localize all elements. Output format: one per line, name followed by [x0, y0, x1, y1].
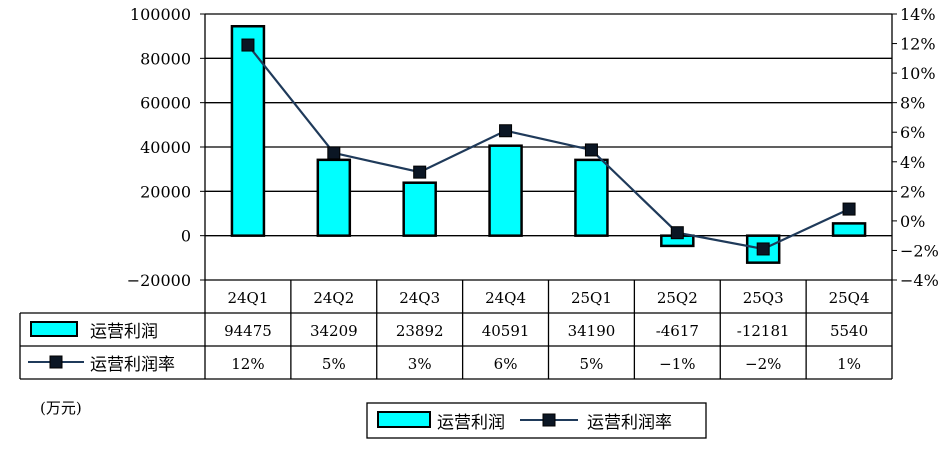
line-value-cell: −2% — [745, 355, 781, 373]
bar-value-cell: 34209 — [310, 322, 358, 340]
left-tick-label: 80000 — [140, 49, 191, 68]
category-label: 25Q4 — [829, 289, 870, 307]
line-value-cell: 5% — [322, 355, 346, 373]
line-marker — [327, 146, 341, 160]
bar-value-cell: -12181 — [737, 322, 790, 340]
data-table: 24Q1 94475 12% 24Q2 34209 5% 24Q3 23892 3% 24Q4 40… — [19, 279, 893, 380]
right-tick-label: 8% — [900, 94, 925, 113]
bar — [230, 24, 266, 237]
left-tick-label: 60000 — [140, 94, 191, 113]
bar-value-cell: 94475 — [224, 322, 272, 340]
right-tick-label: 4% — [900, 153, 925, 172]
legend-line-marker — [542, 413, 556, 427]
line-series — [241, 38, 856, 256]
line-marker — [584, 143, 598, 157]
line-value-cell: −1% — [659, 355, 695, 373]
left-tick-label: 20000 — [140, 182, 191, 201]
left-tick-label: 0 — [181, 227, 191, 246]
right-tick-label: 14% — [900, 5, 936, 24]
category-label: 25Q1 — [571, 289, 612, 307]
category-label: 24Q3 — [399, 289, 440, 307]
line-marker — [241, 38, 255, 52]
right-tick-label: 0% — [900, 212, 925, 231]
legend-bar-swatch — [377, 411, 431, 428]
left-tick-label: 100000 — [130, 5, 191, 24]
left-tick-label: 40000 — [140, 138, 191, 157]
line-value-cell: 12% — [231, 355, 264, 373]
legend-bar-label: 运营利润 — [437, 413, 505, 433]
gridlines — [205, 13, 892, 237]
line-value-cell: 6% — [494, 355, 518, 373]
legend: 运营利润 运营利润率 — [366, 402, 707, 439]
line-path — [247, 44, 850, 251]
line-marker — [842, 202, 856, 216]
unit-label: (万元) — [40, 399, 82, 417]
category-label: 24Q4 — [485, 289, 526, 307]
right-tick-label: −4% — [900, 271, 939, 290]
line-value-cell: 1% — [837, 355, 861, 373]
bar-value-cell: 5540 — [830, 322, 868, 340]
right-tick-label: 12% — [900, 35, 936, 54]
bar — [402, 181, 437, 237]
line-value-cell: 3% — [408, 355, 432, 373]
right-tick-label: 6% — [900, 123, 925, 142]
right-tick-label: 10% — [900, 64, 936, 83]
right-tick-label: 2% — [900, 182, 925, 201]
left-tick-label: −20000 — [127, 271, 191, 290]
bar-key-swatch — [30, 321, 78, 337]
category-label: 25Q2 — [657, 289, 698, 307]
bar — [488, 144, 523, 237]
right-tick-label: −2% — [900, 241, 939, 260]
category-label: 24Q1 — [227, 289, 268, 307]
bar-value-cell: -4617 — [656, 322, 699, 340]
bar-value-cell: 34190 — [568, 322, 616, 340]
category-label: 25Q3 — [743, 289, 784, 307]
line-key-marker — [49, 355, 63, 369]
line-series-label: 运营利润率 — [90, 355, 175, 375]
line-marker — [499, 124, 513, 138]
bar — [316, 158, 352, 237]
bar-value-cell: 40591 — [482, 322, 530, 340]
axes: −20000 0 20000 40000 60000 80000 100000 −4% −2% 0… — [127, 5, 939, 290]
line-marker — [413, 165, 427, 179]
category-label: 24Q2 — [313, 289, 354, 307]
line-marker — [756, 242, 770, 256]
bar — [831, 222, 867, 237]
bar-value-cell: 23892 — [396, 322, 444, 340]
line-value-cell: 5% — [580, 355, 604, 373]
legend-line-label: 运营利润率 — [587, 413, 672, 433]
bar — [574, 158, 609, 237]
bar-series-label: 运营利润 — [90, 322, 158, 342]
line-marker — [670, 226, 684, 240]
